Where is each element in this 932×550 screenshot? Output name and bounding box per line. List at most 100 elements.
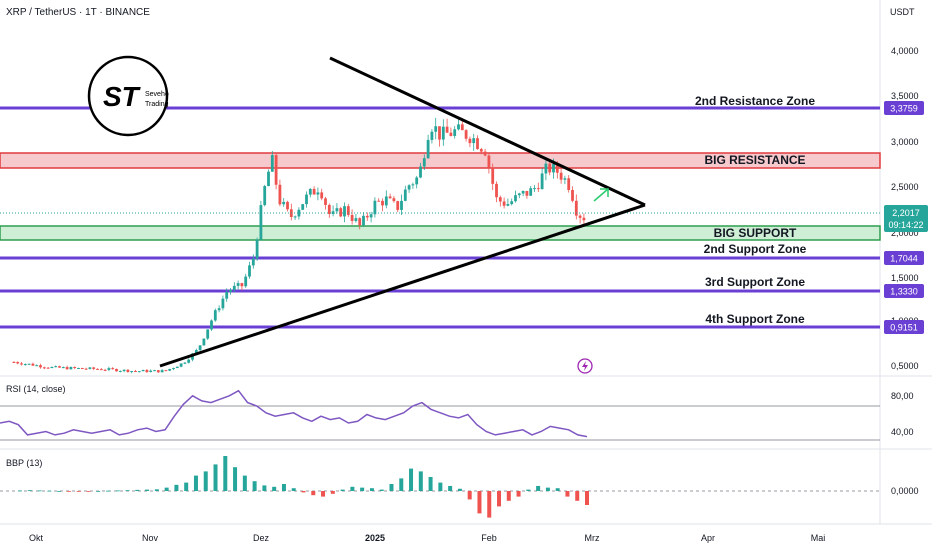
candle-body xyxy=(491,167,495,184)
resistance-2-price-tag: 3,3759 xyxy=(884,101,924,115)
resistance-2-label: 2nd Resistance Zone xyxy=(695,94,815,108)
bbp-bar xyxy=(105,490,110,492)
candle-body xyxy=(153,370,156,372)
bbp-bar xyxy=(506,491,511,501)
candle-body xyxy=(259,205,263,240)
triangle-upper-trendline[interactable] xyxy=(329,56,646,207)
bbp-bar xyxy=(66,491,71,492)
symbol-header[interactable]: XRP / TetherUS · 1T · BINANCE xyxy=(6,7,150,18)
candle-body xyxy=(179,363,183,367)
candle-body xyxy=(388,196,392,199)
candle-body xyxy=(574,200,578,216)
bbp-bar xyxy=(477,491,482,514)
candle-body xyxy=(111,368,115,370)
candle-body xyxy=(582,217,586,221)
bbp-bar xyxy=(457,488,462,491)
bbp-tick: 0,0000 xyxy=(891,486,919,496)
candle-body xyxy=(301,204,305,210)
candle-body xyxy=(517,193,521,196)
time-tick: Mrz xyxy=(585,533,600,543)
candle-body xyxy=(274,155,278,185)
candle-body xyxy=(441,126,445,140)
candle-body xyxy=(99,369,103,371)
candle-body xyxy=(419,166,422,178)
rsi-label: RSI (14, close) xyxy=(6,384,66,394)
candle-body xyxy=(65,367,69,370)
candle-body xyxy=(164,370,168,372)
candle-body xyxy=(210,320,213,330)
lightning-icon[interactable] xyxy=(577,358,593,374)
support-4-price-tag: 0,9151 xyxy=(884,320,924,334)
bbp-bar xyxy=(379,489,384,491)
candle-body xyxy=(453,129,457,136)
candle-body xyxy=(107,368,111,370)
rsi-tick: 80,00 xyxy=(891,391,914,401)
bbp-bar xyxy=(311,491,316,496)
candle-body xyxy=(346,206,350,215)
candle-body xyxy=(206,329,210,339)
currency-label: USDT xyxy=(890,7,915,17)
bbp-bar xyxy=(389,484,394,491)
bbp-bar xyxy=(193,475,198,491)
candle-body xyxy=(559,172,563,180)
candle-body xyxy=(23,363,27,365)
time-axis[interactable]: Okt Nov Dez 2025 Feb Mrz Apr Mai xyxy=(29,533,825,543)
bbp-bar xyxy=(467,491,472,500)
candle-body xyxy=(46,367,50,369)
candle-body xyxy=(567,178,571,190)
candle-body xyxy=(134,371,137,373)
price-tick: 3,0000 xyxy=(891,137,919,147)
bbp-bar xyxy=(86,491,91,492)
candle-body xyxy=(248,265,251,277)
candle-body xyxy=(540,173,544,190)
candle-body xyxy=(35,365,39,367)
candle-body xyxy=(27,363,31,365)
candle-body xyxy=(156,370,160,373)
rsi-line xyxy=(0,389,588,438)
candle-body xyxy=(415,177,419,185)
candle-body xyxy=(384,196,388,206)
candle-body xyxy=(377,200,381,202)
svg-text:3,3759: 3,3759 xyxy=(890,104,918,114)
candle-body xyxy=(403,189,407,201)
bbp-bar xyxy=(350,486,355,491)
support-4-label: 4th Support Zone xyxy=(705,312,805,326)
candle-body xyxy=(213,310,217,321)
time-tick: Mai xyxy=(811,533,826,543)
candle-body xyxy=(145,369,149,373)
bbp-bar xyxy=(536,485,541,491)
candle-body xyxy=(16,362,20,364)
candle-body xyxy=(194,349,198,354)
candle-body xyxy=(430,131,434,140)
bbp-bar xyxy=(330,491,335,494)
candle-body xyxy=(350,214,354,221)
candlestick-series xyxy=(12,117,586,374)
candle-body xyxy=(183,362,187,364)
candle-body xyxy=(293,216,297,218)
bbp-bar xyxy=(575,491,580,501)
candle-body xyxy=(438,126,441,140)
candle-body xyxy=(335,208,339,212)
candle-body xyxy=(282,201,286,205)
bbp-bar xyxy=(585,491,589,505)
logo-initials: ST xyxy=(103,81,142,112)
candle-body xyxy=(50,366,54,369)
candle-body xyxy=(126,369,130,373)
candle-body xyxy=(396,201,400,210)
candle-body xyxy=(479,149,483,152)
candle-body xyxy=(468,138,472,144)
bbp-bar xyxy=(565,491,570,497)
candle-body xyxy=(172,368,175,370)
support-2-label: 2nd Support Zone xyxy=(704,242,807,256)
candle-body xyxy=(552,163,555,173)
candle-body xyxy=(61,367,65,369)
bbp-bar xyxy=(262,485,267,491)
candle-body xyxy=(449,132,453,136)
bbp-label: BBP (13) xyxy=(6,458,42,468)
candle-body xyxy=(141,369,145,372)
candle-body xyxy=(521,190,525,194)
triangle-lower-trendline[interactable] xyxy=(159,203,646,368)
bbp-bar xyxy=(340,489,345,491)
price-tick: 0,5000 xyxy=(891,361,919,371)
